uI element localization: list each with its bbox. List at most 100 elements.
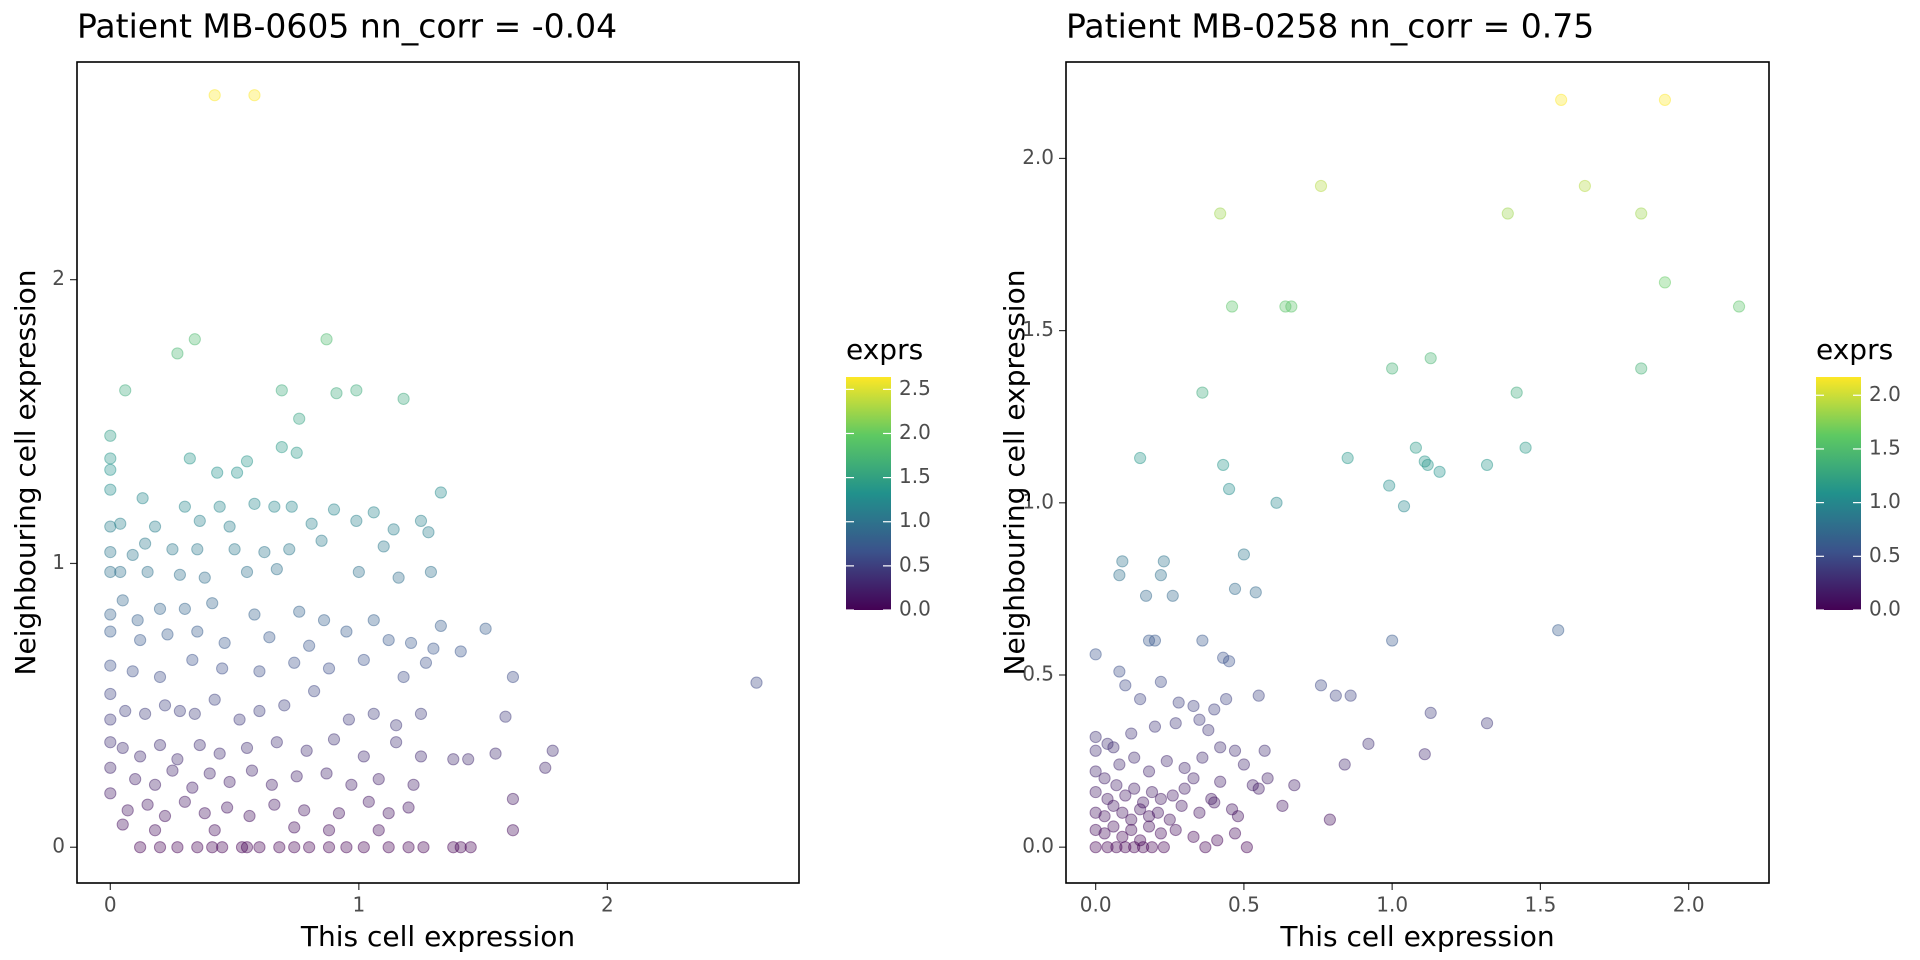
point: [1578, 179, 1591, 193]
point: [270, 736, 283, 749]
point: [171, 841, 184, 854]
point: [265, 778, 278, 791]
point: [1139, 589, 1153, 602]
point: [158, 699, 172, 712]
point: [1362, 737, 1375, 750]
point: [1119, 841, 1132, 854]
point: [223, 775, 236, 789]
point: [330, 387, 343, 400]
point: [268, 798, 281, 811]
point: [1501, 207, 1514, 220]
point: [245, 764, 259, 777]
point: [1214, 207, 1227, 220]
point: [166, 764, 179, 777]
point: [104, 761, 117, 774]
point: [367, 614, 380, 627]
point: [350, 384, 363, 397]
point: [357, 841, 370, 854]
point: [1116, 555, 1129, 568]
point: [206, 841, 219, 854]
point: [1228, 582, 1242, 596]
point: [288, 656, 301, 669]
point: [1193, 713, 1206, 726]
point: [166, 543, 179, 556]
y-tick-label: 1: [52, 550, 65, 574]
point: [116, 741, 129, 755]
point: [1142, 810, 1156, 823]
point: [506, 792, 520, 806]
y-tick-label: 2.0: [1022, 145, 1054, 169]
y-tick-label: 0.5: [1022, 661, 1054, 685]
point: [253, 841, 266, 854]
point: [203, 767, 216, 780]
point: [489, 747, 502, 760]
point: [104, 520, 117, 533]
point: [104, 463, 117, 476]
point: [270, 563, 283, 576]
point: [158, 809, 172, 823]
point: [131, 614, 144, 627]
point: [387, 523, 400, 536]
point: [1142, 765, 1156, 778]
point: [161, 628, 174, 641]
point: [1151, 806, 1165, 819]
point: [278, 699, 291, 712]
point: [263, 631, 276, 644]
point: [308, 685, 321, 698]
point: [275, 384, 288, 397]
x-tick-label: 1: [352, 893, 365, 917]
point: [1134, 451, 1147, 465]
point: [290, 446, 303, 459]
point: [390, 736, 403, 749]
point: [141, 798, 154, 811]
point: [397, 392, 410, 405]
point: [1217, 651, 1230, 664]
x-tick-label: 1.0: [1376, 893, 1408, 917]
point: [407, 778, 420, 791]
point: [1098, 810, 1111, 823]
point: [1125, 823, 1138, 837]
point: [1187, 699, 1200, 713]
point: [1196, 751, 1209, 764]
point: [1246, 779, 1259, 792]
point: [1421, 458, 1434, 472]
point: [322, 662, 336, 675]
point: [1145, 841, 1159, 854]
colorbar-tick-label: 0.0: [899, 597, 931, 621]
point: [1089, 744, 1102, 757]
point: [1261, 772, 1274, 785]
x-tick-label: 0: [104, 893, 117, 917]
point: [1397, 500, 1411, 513]
point: [434, 486, 447, 499]
colorbar-tick-label: 1.0: [1869, 489, 1901, 513]
point: [1110, 841, 1123, 854]
point: [1288, 779, 1301, 792]
point: [233, 713, 246, 726]
colorbar: [846, 377, 891, 610]
point: [1148, 720, 1162, 733]
point: [191, 625, 204, 638]
point: [218, 636, 231, 650]
point: [414, 750, 428, 763]
point: [253, 704, 266, 718]
point: [126, 665, 139, 678]
point: [173, 704, 186, 718]
point: [1252, 782, 1265, 795]
point: [300, 744, 313, 757]
point: [1113, 665, 1126, 678]
point: [422, 526, 435, 539]
point: [104, 429, 117, 442]
point: [315, 534, 328, 547]
point: [1208, 703, 1221, 716]
point: [134, 841, 147, 854]
point: [1134, 834, 1147, 847]
point: [1386, 634, 1399, 647]
point: [178, 500, 191, 513]
point: [1314, 679, 1328, 692]
point: [1314, 179, 1328, 193]
point: [129, 773, 142, 786]
point: [293, 605, 306, 618]
point: [1101, 841, 1114, 854]
